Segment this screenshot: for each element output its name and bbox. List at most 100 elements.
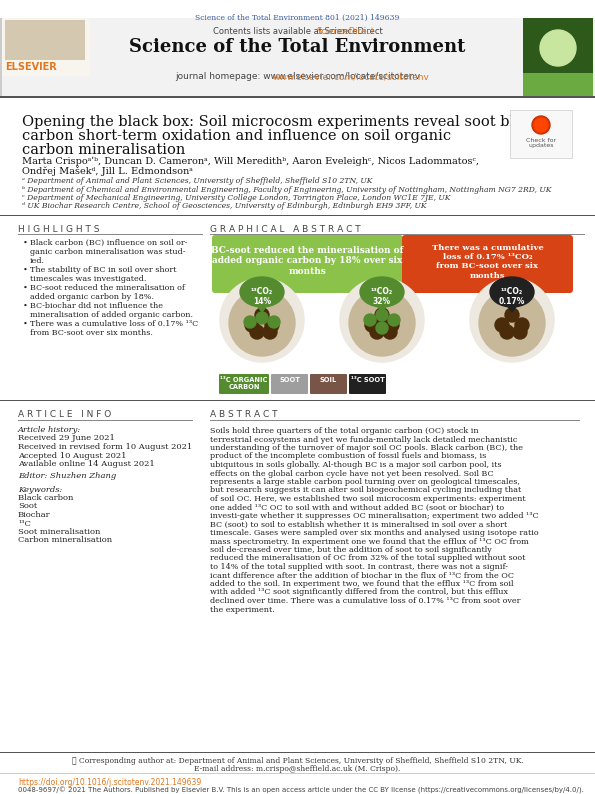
- Circle shape: [500, 325, 514, 339]
- Text: carbon mineralisation: carbon mineralisation: [22, 143, 186, 157]
- Circle shape: [220, 278, 304, 362]
- Text: ¹³C SOOT: ¹³C SOOT: [350, 377, 384, 383]
- Circle shape: [388, 314, 400, 326]
- Ellipse shape: [240, 277, 284, 307]
- Text: ELSEVIER: ELSEVIER: [5, 62, 57, 72]
- Text: A B S T R A C T: A B S T R A C T: [210, 410, 277, 419]
- Text: A R T I C L E   I N F O: A R T I C L E I N F O: [18, 410, 111, 419]
- Text: G R A P H I C A L   A B S T R A C T: G R A P H I C A L A B S T R A C T: [210, 225, 361, 234]
- Text: SOIL: SOIL: [320, 377, 337, 383]
- Text: •: •: [23, 319, 28, 327]
- Text: BC (soot) to soil to establish whether it is mineralised in soil over a short: BC (soot) to soil to establish whether i…: [210, 521, 508, 529]
- Text: SOOT: SOOT: [279, 377, 300, 383]
- Circle shape: [479, 290, 545, 356]
- Bar: [0, 18, 595, 96]
- Polygon shape: [506, 304, 518, 312]
- Bar: [0, 400, 595, 401]
- Bar: [2, 18, 90, 76]
- FancyBboxPatch shape: [212, 235, 403, 293]
- Circle shape: [515, 318, 529, 332]
- Text: represents a large stable carbon pool turning over on geological timescales,: represents a large stable carbon pool tu…: [210, 478, 520, 486]
- Text: Black carbon: Black carbon: [18, 494, 73, 502]
- Text: H I G H L I G H T S: H I G H L I G H T S: [18, 225, 99, 234]
- Bar: [510, 110, 572, 158]
- Circle shape: [244, 316, 256, 328]
- Text: Contents lists available at ScienceDirect: Contents lists available at ScienceDirec…: [212, 27, 383, 36]
- Circle shape: [250, 325, 264, 339]
- Circle shape: [375, 308, 389, 322]
- Text: Opening the black box: Soil microcosm experiments reveal soot black: Opening the black box: Soil microcosm ex…: [22, 115, 540, 129]
- Text: Received in revised form 10 August 2021: Received in revised form 10 August 2021: [18, 443, 192, 451]
- Text: 0048-9697/© 2021 The Authors. Published by Elsevier B.V. This is an open access : 0048-9697/© 2021 The Authors. Published …: [18, 787, 584, 794]
- Bar: [18, 234, 203, 235]
- Text: Received 29 June 2021: Received 29 June 2021: [18, 434, 115, 442]
- Text: icant difference after the addition of biochar in the flux of ¹³C from the OC: icant difference after the addition of b…: [210, 572, 514, 580]
- FancyBboxPatch shape: [271, 374, 308, 394]
- Ellipse shape: [490, 277, 534, 307]
- Text: soil de-creased over time, but the addition of soot to soil significantly: soil de-creased over time, but the addit…: [210, 546, 491, 554]
- Text: There was a cumulative
loss of 0.17% ¹³CO₂
from BC-soot over six
months: There was a cumulative loss of 0.17% ¹³C…: [431, 244, 543, 279]
- Circle shape: [534, 118, 548, 132]
- Text: of soil OC. Here, we established two soil microcosm experiments: experiment: of soil OC. Here, we established two soi…: [210, 495, 525, 503]
- Text: BC-biochar did not influence the
mineralisation of added organic carbon.: BC-biochar did not influence the mineral…: [30, 302, 193, 318]
- Text: to 14% of the total supplied with soot. In contrast, there was not a signif-: to 14% of the total supplied with soot. …: [210, 563, 508, 571]
- Text: BC-soot reduced the mineralisation of
added organic carbon by 18%.: BC-soot reduced the mineralisation of ad…: [30, 283, 185, 301]
- Text: Keywords:: Keywords:: [18, 485, 62, 494]
- Text: product of the incomplete combustion of fossil fuels and biomass, is: product of the incomplete combustion of …: [210, 453, 486, 461]
- Polygon shape: [256, 304, 268, 312]
- Text: ⋆ Corresponding author at: Department of Animal and Plant Sciences, University o: ⋆ Corresponding author at: Department of…: [71, 757, 524, 765]
- Bar: [523, 18, 593, 96]
- Text: ᵈ UK Biochar Research Centre, School of Geosciences, University of Edinburgh, Ed: ᵈ UK Biochar Research Centre, School of …: [22, 202, 427, 210]
- Bar: [0, 215, 595, 216]
- Text: investi-gate whether it suppresses OC mineralisation; experiment two added ¹³C: investi-gate whether it suppresses OC mi…: [210, 512, 538, 520]
- Circle shape: [383, 325, 397, 339]
- Text: ¹³CO₂
0.17%: ¹³CO₂ 0.17%: [499, 287, 525, 306]
- Text: journal homepage: www.elsevier.com/locate/scitotenv: journal homepage: www.elsevier.com/locat…: [175, 72, 420, 81]
- Text: ¹³C: ¹³C: [18, 519, 31, 527]
- Text: E-mail address: m.crispo@sheffield.ac.uk (M. Crispo).: E-mail address: m.crispo@sheffield.ac.uk…: [195, 765, 400, 773]
- Text: reduced the mineralisation of OC from 32% of the total supplied without soot: reduced the mineralisation of OC from 32…: [210, 554, 525, 562]
- Text: the experiment.: the experiment.: [210, 606, 275, 614]
- Text: mass spectrometry. In experiment one we found that the efflux of ¹³C OC from: mass spectrometry. In experiment one we …: [210, 538, 529, 545]
- Text: but research suggests it can alter soil biogeochemical cycling including that: but research suggests it can alter soil …: [210, 487, 521, 495]
- Circle shape: [256, 312, 268, 324]
- Text: Biochar: Biochar: [18, 511, 51, 519]
- Text: ¹³CO₂
14%: ¹³CO₂ 14%: [251, 287, 273, 306]
- Text: ubiquitous in soils globally. Al-though BC is a major soil carbon pool, its: ubiquitous in soils globally. Al-though …: [210, 461, 502, 469]
- FancyBboxPatch shape: [310, 374, 347, 394]
- Text: Soot: Soot: [18, 503, 37, 511]
- Circle shape: [376, 322, 388, 334]
- Text: Carbon mineralisation: Carbon mineralisation: [18, 537, 112, 545]
- FancyBboxPatch shape: [219, 374, 269, 394]
- Text: carbon short-term oxidation and influence on soil organic: carbon short-term oxidation and influenc…: [22, 129, 451, 143]
- Text: Available online 14 August 2021: Available online 14 August 2021: [18, 460, 155, 468]
- Text: Article history:: Article history:: [18, 426, 82, 434]
- Text: terrestrial ecosystems and yet we funda-mentally lack detailed mechanistic: terrestrial ecosystems and yet we funda-…: [210, 435, 518, 444]
- Circle shape: [376, 309, 388, 321]
- Circle shape: [268, 316, 280, 328]
- Text: Check for: Check for: [526, 138, 556, 143]
- Circle shape: [385, 318, 399, 332]
- Text: declined over time. There was a cumulative loss of 0.17% ¹³C from soot over: declined over time. There was a cumulati…: [210, 597, 521, 605]
- Text: ¹³CO₂
32%: ¹³CO₂ 32%: [371, 287, 393, 306]
- Text: www.elsevier.com/locate/scitotenv: www.elsevier.com/locate/scitotenv: [273, 72, 430, 81]
- Bar: [18, 420, 193, 421]
- Text: Science of the Total Environment 801 (2021) 149639: Science of the Total Environment 801 (20…: [195, 14, 400, 22]
- Circle shape: [245, 318, 259, 332]
- Text: The stability of BC in soil over short
timescales was investigated.: The stability of BC in soil over short t…: [30, 265, 177, 283]
- Bar: [210, 420, 580, 421]
- Circle shape: [263, 325, 277, 339]
- Text: •: •: [23, 265, 28, 273]
- Text: understanding of the turnover of major soil OC pools. Black carbon (BC), the: understanding of the turnover of major s…: [210, 444, 523, 452]
- Circle shape: [513, 325, 527, 339]
- Bar: [0, 18, 2, 96]
- Text: Editor: Shuzhen Zhang: Editor: Shuzhen Zhang: [18, 472, 116, 480]
- Text: Science of the Total Environment: Science of the Total Environment: [129, 38, 466, 56]
- Bar: [0, 96, 595, 98]
- Bar: [523, 18, 593, 73]
- Polygon shape: [376, 304, 388, 312]
- Text: ᵇ Department of Chemical and Environmental Engineering, Faculty of Engineering, : ᵇ Department of Chemical and Environment…: [22, 186, 552, 194]
- Text: timescale. Gases were sampled over six months and analysed using isotope ratio: timescale. Gases were sampled over six m…: [210, 529, 538, 537]
- Text: BC-soot reduced the mineralisation of
added organic carbon by 18% over six
month: BC-soot reduced the mineralisation of ad…: [211, 246, 404, 276]
- Circle shape: [532, 116, 550, 134]
